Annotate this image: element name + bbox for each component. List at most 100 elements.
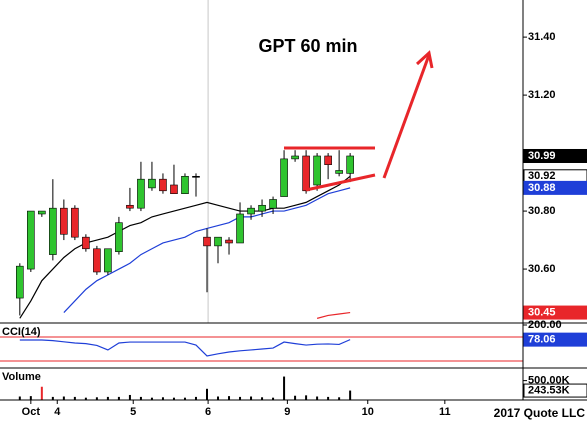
candle-body <box>137 178 145 209</box>
trend-annotation <box>284 50 434 192</box>
volume-bar <box>18 396 21 400</box>
x-tick-label: 5 <box>130 406 136 418</box>
volume-bar <box>261 397 264 400</box>
value-label: 30.99 <box>528 150 556 162</box>
candle-body <box>203 236 211 247</box>
volume-bar <box>327 396 330 400</box>
candle-body <box>192 175 200 178</box>
y-tick-label: 31.20 <box>528 89 556 101</box>
candle-body <box>269 199 277 209</box>
candle-body <box>280 158 288 197</box>
y-tick-label: 30.80 <box>528 205 556 217</box>
candle-body <box>181 175 189 194</box>
volume-bar <box>283 376 286 400</box>
y-tick-label: 30.60 <box>528 263 556 275</box>
volume-bar <box>183 397 186 400</box>
candle-body <box>49 207 57 255</box>
volume-bar <box>239 396 242 400</box>
candle-body <box>170 184 178 194</box>
volume-bar <box>172 397 175 400</box>
volume-bar <box>40 386 43 400</box>
candle-body <box>27 210 35 270</box>
candle-body <box>38 210 46 215</box>
volume-bar <box>161 397 164 400</box>
moving-average <box>19 175 351 319</box>
panel-title: Volume <box>2 371 41 383</box>
volume-bar <box>228 396 231 400</box>
candle-body <box>247 207 255 215</box>
candle-body <box>71 207 79 238</box>
volume-bar <box>316 396 319 400</box>
candle-body <box>236 213 244 244</box>
moving-average <box>316 311 351 319</box>
arrow-head <box>415 50 434 69</box>
volume-bar <box>62 396 65 400</box>
candle-body <box>148 178 156 189</box>
candle-body <box>291 155 299 160</box>
chart-title: GPT 60 min <box>258 36 357 56</box>
volume-bar <box>51 396 54 400</box>
candle-body <box>346 155 354 174</box>
volume-bar <box>128 394 131 400</box>
candle-body <box>60 207 68 235</box>
footer: 2017 Quote LLC <box>494 406 586 420</box>
x-tick-label: 4 <box>54 406 61 418</box>
value-label-box <box>523 305 587 320</box>
volume-bar <box>338 397 341 400</box>
candle-body <box>225 239 233 244</box>
candle-body <box>104 248 112 273</box>
volume-bar <box>272 397 275 400</box>
value-label-box <box>523 180 587 195</box>
candle-body <box>324 155 332 165</box>
x-tick-label: 9 <box>284 406 290 418</box>
x-tick-label: 10 <box>362 406 374 418</box>
volume-bar <box>29 396 32 400</box>
volume-bar <box>250 396 253 400</box>
marks-layer <box>16 150 354 400</box>
y-tick-label: 500.00K <box>528 375 570 387</box>
value-label: 30.92 <box>528 170 556 182</box>
candle-body <box>115 222 123 252</box>
arrow-shaft <box>382 54 431 179</box>
y-tick-label: 200.00 <box>528 319 562 331</box>
volume-bar <box>305 395 308 400</box>
value-label: 78.06 <box>528 334 556 346</box>
volume-bar <box>205 388 208 400</box>
volume-bar <box>150 397 153 400</box>
value-label: 30.88 <box>528 182 556 194</box>
support-line <box>305 173 376 192</box>
candle-body <box>214 236 222 247</box>
volume-bar <box>139 396 142 400</box>
cci-line <box>19 339 351 357</box>
value-label-box <box>523 383 587 398</box>
candle-body <box>93 248 101 273</box>
value-label: 243.53K <box>528 384 570 396</box>
candle-body <box>335 170 343 174</box>
candle-body <box>82 236 90 250</box>
candle-body <box>258 204 266 212</box>
value-label-box <box>523 148 587 163</box>
volume-bar <box>349 390 352 400</box>
panel-title: CCI(14) <box>2 326 41 338</box>
x-tick-label: 6 <box>205 406 211 418</box>
volume-bar <box>106 396 109 400</box>
value-label: 30.45 <box>528 306 556 318</box>
volume-bar <box>95 397 98 400</box>
x-tick-label: Oct <box>22 406 41 418</box>
candle-body <box>16 265 24 299</box>
volume-bar <box>117 396 120 400</box>
volume-bar <box>84 397 87 400</box>
volume-bar <box>294 395 297 400</box>
candle-body <box>313 155 321 186</box>
volume-bar <box>73 396 76 400</box>
candle-body <box>302 155 310 192</box>
volume-bar <box>194 396 197 400</box>
volume-bar <box>217 396 220 400</box>
x-tick-label: 11 <box>439 406 451 418</box>
value-label-box <box>523 332 587 347</box>
candle-body <box>159 178 167 192</box>
y-tick-label: 31.40 <box>528 31 556 43</box>
